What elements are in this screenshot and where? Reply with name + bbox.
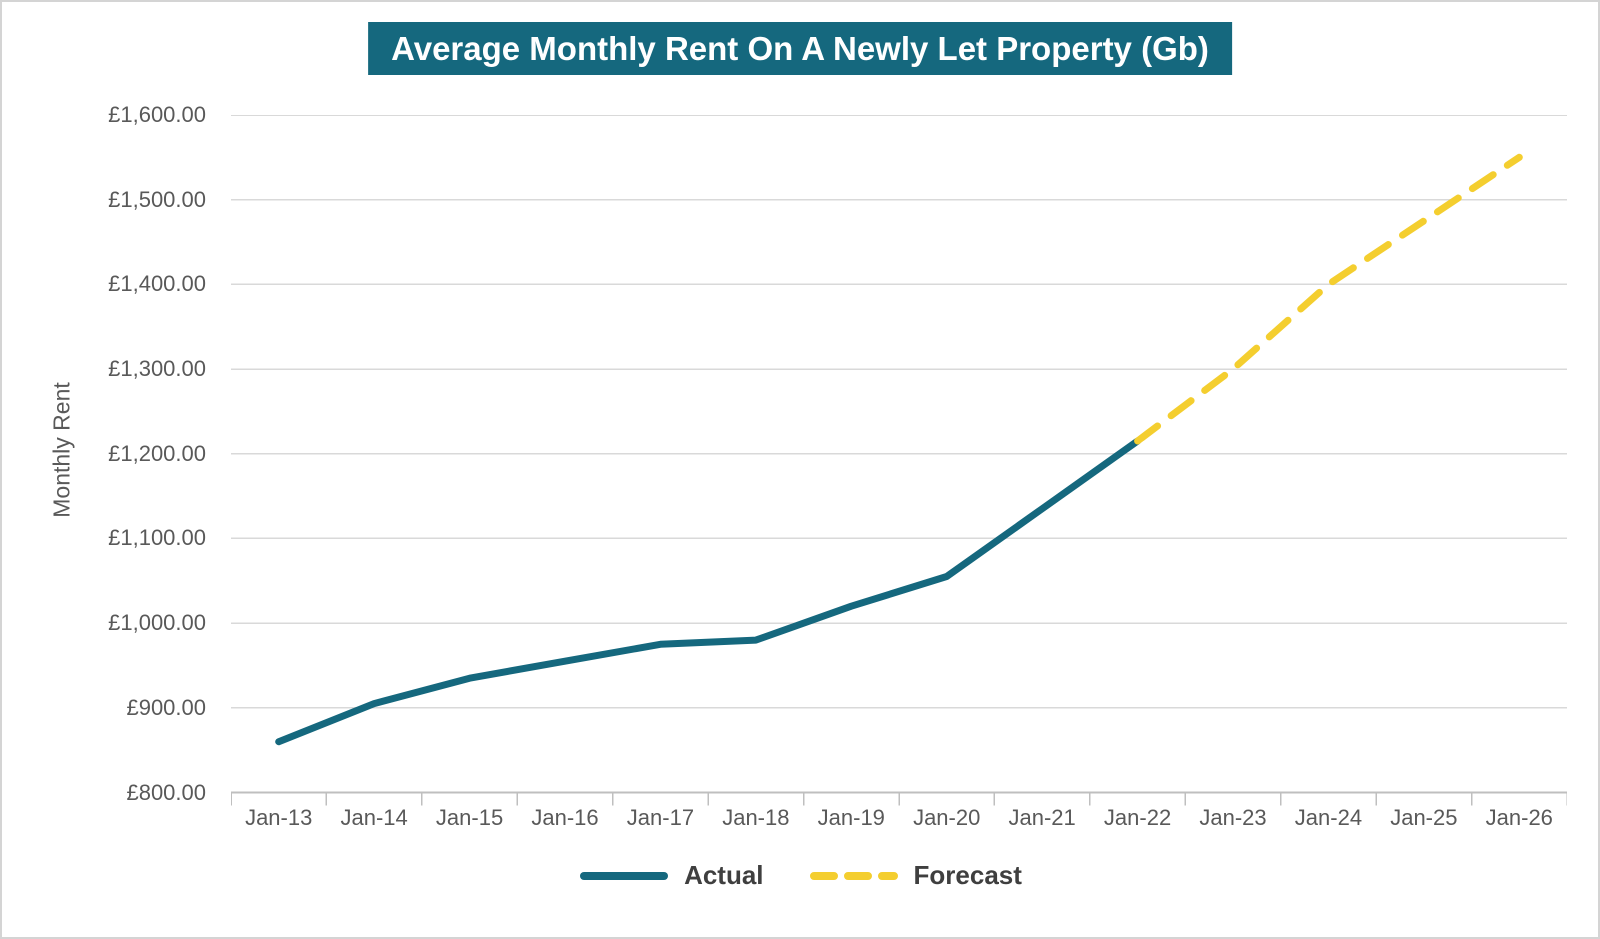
legend-label-forecast: Forecast — [913, 860, 1022, 890]
forecast-line — [1134, 153, 1523, 445]
x-axis-tick-label: Jan-21 — [1008, 805, 1076, 830]
y-axis-title: Monthly Rent — [48, 382, 75, 518]
chart-title: Average Monthly Rent On A Newly Let Prop… — [368, 22, 1232, 75]
x-axis-tick-label: Jan-26 — [1485, 805, 1553, 830]
y-axis-tick-label: £1,300.00 — [108, 356, 206, 382]
y-axis-tick-label: £1,000.00 — [108, 610, 206, 636]
x-axis-tick-label: Jan-16 — [531, 805, 599, 830]
x-axis-tick-label: Jan-25 — [1390, 805, 1458, 830]
y-axis-tick-label: £800.00 — [126, 779, 206, 805]
y-axis-tick-label: £900.00 — [126, 694, 206, 720]
x-axis-tick-label: Jan-23 — [1199, 805, 1267, 830]
y-axis-tick-label: £1,200.00 — [108, 440, 206, 466]
x-axis-tick-label: Jan-24 — [1294, 805, 1363, 830]
legend-item-actual: Actual — [578, 860, 764, 891]
x-axis-tick-label: Jan-13 — [245, 805, 313, 830]
plot-area — [231, 115, 1567, 806]
actual-line — [275, 437, 1142, 746]
x-axis-tick-label: Jan-14 — [340, 805, 408, 830]
legend-swatch-forecast — [809, 871, 898, 880]
x-axis-tick-label: Jan-20 — [913, 805, 981, 830]
x-axis-tick-label: Jan-18 — [722, 805, 790, 830]
legend-swatch-actual — [580, 871, 669, 880]
x-axis-tick-label: Jan-15 — [435, 805, 504, 830]
legend-label-actual: Actual — [684, 860, 764, 890]
y-axis-tick-label: £1,400.00 — [108, 271, 206, 297]
legend: Actual Forecast — [2, 860, 1598, 891]
y-axis-tick-label: £1,600.00 — [108, 102, 206, 127]
x-axis-tick-label: Jan-17 — [626, 805, 695, 830]
y-axis-tick-label: £1,500.00 — [108, 186, 206, 212]
x-axis-tick-label: Jan-22 — [1103, 805, 1172, 830]
y-axis-tick-label: £1,100.00 — [108, 525, 206, 551]
legend-item-forecast: Forecast — [808, 860, 1022, 891]
x-axis-tick-label: Jan-19 — [817, 805, 885, 830]
